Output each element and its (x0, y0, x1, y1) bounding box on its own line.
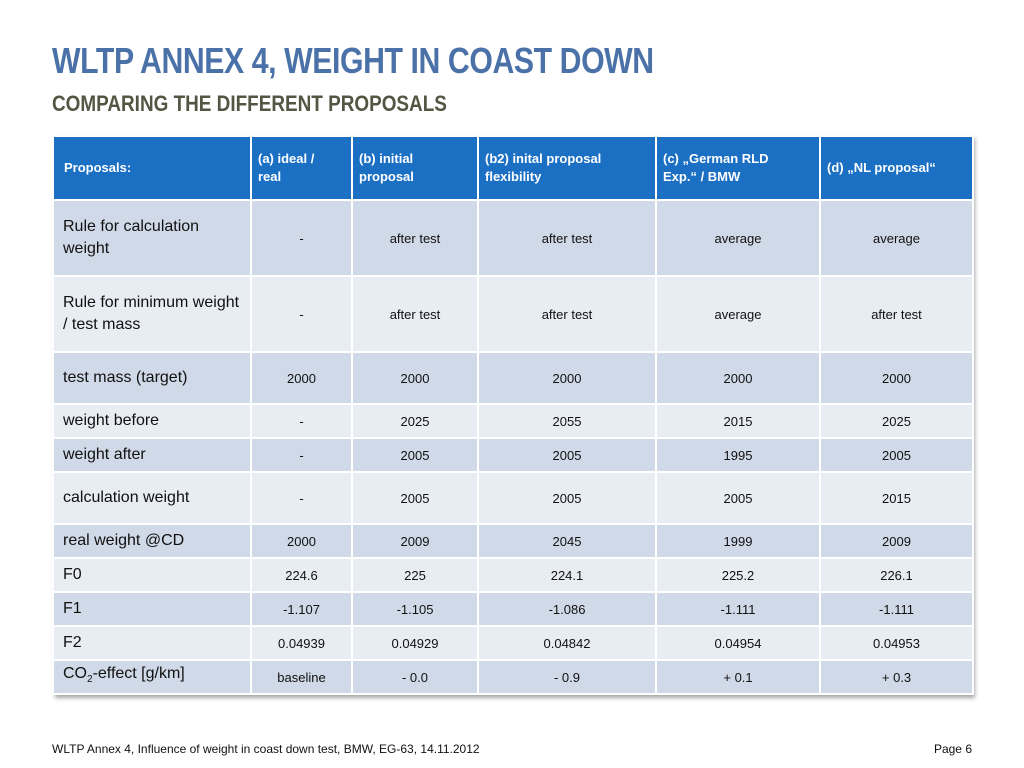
table-cell: 0.04842 (477, 625, 657, 661)
table-cell: -1.105 (351, 591, 479, 627)
table-cell: 2009 (351, 523, 479, 559)
row-label: F0 (52, 557, 252, 593)
table-cell: - (250, 471, 353, 525)
row-label: Rule for calculation weight (52, 199, 252, 277)
table-cell: 2000 (477, 351, 657, 405)
table-cell: 2000 (250, 523, 353, 559)
page-title: WLTP ANNEX 4, WEIGHT IN COAST DOWN (52, 40, 654, 81)
table-row: Rule for calculation weight - after test … (52, 199, 974, 277)
table-cell: after test (477, 199, 657, 277)
table-cell: average (655, 199, 821, 277)
table-cell: -1.111 (819, 591, 974, 627)
row-label: calculation weight (52, 471, 252, 525)
table-cell: + 0.3 (819, 659, 974, 695)
table-row: real weight @CD 2000 2009 2045 1999 2009 (52, 523, 974, 559)
row-label: weight before (52, 403, 252, 439)
table-cell: after test (477, 275, 657, 353)
row-label: Rule for minimum weight / test mass (52, 275, 252, 353)
table-cell: - (250, 437, 353, 473)
row-label-co2: CO2-effect [g/km] (52, 659, 252, 695)
table-cell: 0.04954 (655, 625, 821, 661)
row-label: F1 (52, 591, 252, 627)
table-row-co2: CO2-effect [g/km] baseline - 0.0 - 0.9 +… (52, 659, 974, 695)
table-row: Rule for minimum weight / test mass - aft… (52, 275, 974, 353)
header-d: (d) „NL proposal“ (819, 135, 974, 201)
table-cell: 225 (351, 557, 479, 593)
table-row: F1 -1.107 -1.105 -1.086 -1.111 -1.111 (52, 591, 974, 627)
table-row: F2 0.04939 0.04929 0.04842 0.04954 0.049… (52, 625, 974, 661)
table-cell: - (250, 275, 353, 353)
row-label: test mass (target) (52, 351, 252, 405)
header-b: (b) initial proposal (351, 135, 479, 201)
table-cell: 225.2 (655, 557, 821, 593)
table-cell: 224.6 (250, 557, 353, 593)
table-cell: 2005 (477, 471, 657, 525)
table-row: weight after - 2005 2005 1995 2005 (52, 437, 974, 473)
table-cell: baseline (250, 659, 353, 695)
table-cell: after test (819, 275, 974, 353)
table-cell: + 0.1 (655, 659, 821, 695)
table-cell: 2005 (351, 471, 479, 525)
table-cell: 2005 (655, 471, 821, 525)
table-cell: - 0.0 (351, 659, 479, 695)
header-a: (a) ideal / real (250, 135, 353, 201)
table-row: calculation weight - 2005 2005 2005 2015 (52, 471, 974, 525)
table-cell: 2000 (655, 351, 821, 405)
table-cell: 226.1 (819, 557, 974, 593)
header-b2: (b2) inital proposal flexibility (477, 135, 657, 201)
table-cell: 1999 (655, 523, 821, 559)
table-cell: 2055 (477, 403, 657, 439)
table-header-row: Proposals: (a) ideal / real (b) initial pr… (52, 135, 974, 201)
table-cell: -1.107 (250, 591, 353, 627)
header-c: (c) „German RLD Exp.“ / BMW (655, 135, 821, 201)
table-cell: 2005 (477, 437, 657, 473)
table-row: F0 224.6 225 224.1 225.2 226.1 (52, 557, 974, 593)
table-cell: average (819, 199, 974, 277)
table-cell: - (250, 403, 353, 439)
table-cell: average (655, 275, 821, 353)
table-cell: 224.1 (477, 557, 657, 593)
table-cell: -1.111 (655, 591, 821, 627)
row-label: weight after (52, 437, 252, 473)
table-cell: 2005 (351, 437, 479, 473)
table-cell: 2015 (655, 403, 821, 439)
table-cell: 2000 (819, 351, 974, 405)
row-label: F2 (52, 625, 252, 661)
page-number: Page 6 (933, 742, 972, 756)
table-cell: 2025 (819, 403, 974, 439)
comparison-table: Proposals: (a) ideal / real (b) initial pr… (52, 135, 974, 695)
page-subtitle: COMPARING THE DIFFERENT PROPOSALS (52, 91, 447, 116)
table-cell: 2045 (477, 523, 657, 559)
table-cell: 1995 (655, 437, 821, 473)
footer-source: WLTP Annex 4, Influence of weight in coa… (52, 742, 480, 756)
comparison-table-container: Proposals: (a) ideal / real (b) initial pr… (52, 135, 974, 695)
table-cell: 2000 (250, 351, 353, 405)
table-cell: 2015 (819, 471, 974, 525)
table-cell: 0.04939 (250, 625, 353, 661)
table-row: weight before - 2025 2055 2015 2025 (52, 403, 974, 439)
table-cell: 2009 (819, 523, 974, 559)
table-cell: 0.04929 (351, 625, 479, 661)
table-cell: after test (351, 275, 479, 353)
table-cell: after test (351, 199, 479, 277)
header-proposals: Proposals: (52, 135, 252, 201)
table-cell: 2005 (819, 437, 974, 473)
table-cell: - 0.9 (477, 659, 657, 695)
table-cell: 0.04953 (819, 625, 974, 661)
table-row: test mass (target) 2000 2000 2000 2000 2… (52, 351, 974, 405)
row-label: real weight @CD (52, 523, 252, 559)
table-cell: -1.086 (477, 591, 657, 627)
table-cell: - (250, 199, 353, 277)
table-cell: 2025 (351, 403, 479, 439)
table-cell: 2000 (351, 351, 479, 405)
